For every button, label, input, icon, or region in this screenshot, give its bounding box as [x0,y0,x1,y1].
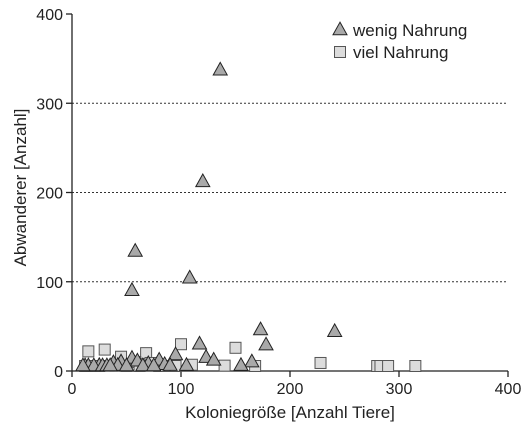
data-point-square [218,359,231,372]
data-point-square [98,343,111,356]
y-tick-label-100: 100 [36,275,63,292]
data-point-triangle [258,336,274,351]
data-point-triangle [178,356,195,371]
data-point-triangle [145,357,162,372]
y-tick-label-0: 0 [54,364,63,381]
x-tick-label-0: 0 [68,381,77,398]
data-point-triangle [162,356,178,371]
data-point-square [229,341,242,354]
data-point-triangle [194,172,211,188]
points-layer [75,61,422,372]
legend-label: wenig Nahrung [352,21,467,40]
data-point-triangle [205,351,222,366]
data-point-square [382,360,395,372]
y-tick-label-400: 400 [36,7,63,24]
data-point-triangle [75,357,91,372]
legend-triangle-marker [332,21,348,36]
data-point-triangle [233,356,249,371]
legend: wenig Nahrung viel Nahrung [332,21,467,62]
y-tick-label-300: 300 [36,96,63,113]
data-point-square [409,360,422,372]
grid-layer [72,102,508,283]
data-point-triangle [181,269,198,284]
legend-square-marker [334,46,346,58]
data-point-triangle [244,353,260,368]
x-tick-label-100: 100 [168,381,195,398]
data-point-triangle [252,321,269,336]
data-point-square [82,345,95,358]
series-triangle [75,61,343,372]
data-point-triangle [167,346,184,361]
data-point-triangle [191,335,208,350]
y-axis-title: Abwanderer [Anzahl] [11,109,30,267]
data-point-square [314,356,327,369]
legend-label: viel Nahrung [353,43,448,62]
axes-layer: 0 100 200 300 400 0 100 200 300 400 [36,7,521,398]
data-point-square [175,338,187,351]
data-point-triangle [135,357,151,372]
x-tick-label-300: 300 [386,381,413,398]
data-point-triangle [212,61,229,76]
data-point-triangle [118,357,135,372]
data-point-triangle [326,322,343,338]
data-point-triangle [102,357,118,372]
data-point-triangle [127,242,144,257]
data-point-triangle [124,281,140,296]
x-tick-label-400: 400 [495,381,522,398]
y-tick-label-200: 200 [36,186,63,203]
x-axis-title: Koloniegröße [Anzahl Tiere] [185,403,395,422]
x-tick-label-200: 200 [277,381,304,398]
